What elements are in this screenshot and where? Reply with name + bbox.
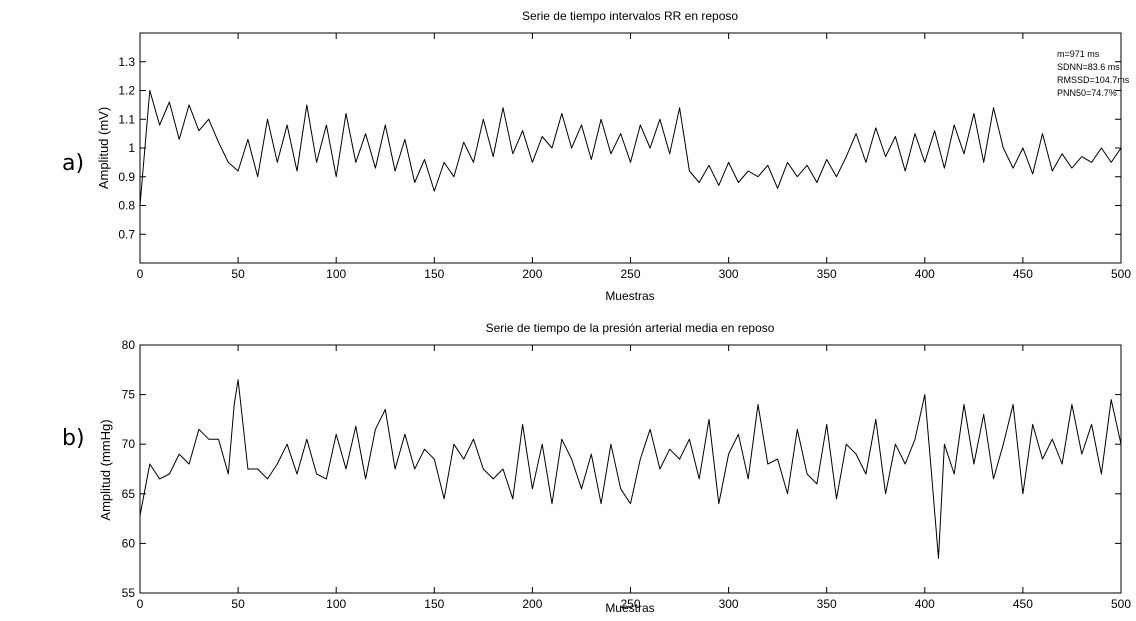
panel-a-letter: a): [62, 151, 84, 176]
panel-a-annotation: m=971 ms SDNN=83.6 ms RMSSD=104.7ms PNN5…: [1057, 49, 1130, 98]
x-tick-label: 300: [719, 267, 739, 281]
y-tick-label: 0.8: [118, 199, 135, 213]
y-tick-label: 0.9: [118, 170, 135, 184]
x-tick-label: 500: [1111, 597, 1131, 611]
y-tick-label: 80: [122, 338, 136, 352]
panel-b-series: [139, 379, 1122, 559]
x-tick-label: 350: [817, 267, 837, 281]
y-tick-label: 70: [122, 437, 136, 451]
x-tick-label: 50: [231, 597, 245, 611]
y-tick-label: 55: [122, 586, 136, 600]
x-tick-label: 200: [522, 597, 542, 611]
panel-a-series: [139, 90, 1122, 206]
y-tick-label: 0.7: [118, 227, 135, 241]
x-tick-label: 100: [326, 267, 346, 281]
y-tick-label: 65: [122, 487, 136, 501]
panel-b-letter: b): [62, 426, 85, 451]
y-tick-label: 75: [122, 388, 136, 402]
x-tick-label: 400: [915, 267, 935, 281]
panel-b-axes-box: [139, 344, 1122, 594]
panel-b-ticks: 0 50 100 150 200 250 300 350 400 450 500 55 60 65 70 75…: [122, 338, 1132, 611]
series-line-b-0: [139, 379, 1122, 559]
x-tick-label: 50: [231, 267, 245, 281]
panel-b-xlabel: Muestras: [605, 601, 654, 615]
x-tick-label: 350: [817, 597, 837, 611]
x-tick-label: 0: [137, 267, 144, 281]
panel-b-ylabel: Amplitud (mmHg): [98, 419, 113, 520]
y-tick-label: 1.2: [118, 84, 135, 98]
panel-a-title: Serie de tiempo intervalos RR en reposo: [522, 9, 738, 23]
y-tick-label: 1.3: [118, 55, 135, 69]
y-tick-label: 60: [122, 536, 136, 550]
x-tick-label: 250: [620, 597, 640, 611]
panel-a-ticks: 0 50 100 150 200 250 300 350 400 450 500 0.7 0.8 0.9 1…: [118, 33, 1131, 281]
series-line-a-0: [139, 90, 1122, 206]
y-tick-label: 1: [128, 141, 135, 155]
x-tick-label: 200: [522, 267, 542, 281]
panel-a-axes-box: [139, 32, 1122, 264]
x-tick-label: 500: [1111, 267, 1131, 281]
x-tick-label: 450: [1013, 267, 1033, 281]
annotation-pnn50: PNN50=74.7%: [1057, 88, 1117, 98]
x-tick-label: 150: [424, 267, 444, 281]
panel-b: b) Serie de tiempo de la presión arteria…: [62, 321, 1131, 615]
y-tick-label: 1.1: [118, 112, 135, 126]
x-tick-label: 300: [719, 597, 739, 611]
annotation-mean: m=971 ms: [1057, 49, 1100, 59]
x-tick-label: 450: [1013, 597, 1033, 611]
panel-a-xlabel: Muestras: [605, 289, 654, 303]
panel-a-ylabel: Amplitud (mV): [96, 107, 111, 189]
panel-a: a) Serie de tiempo intervalos RR en repo…: [62, 9, 1131, 303]
panel-b-title: Serie de tiempo de la presión arterial m…: [486, 321, 775, 335]
annotation-rmssd: RMSSD=104.7ms: [1057, 75, 1130, 85]
x-tick-label: 150: [424, 597, 444, 611]
annotation-sdnn: SDNN=83.6 ms: [1057, 62, 1120, 72]
x-tick-label: 400: [915, 597, 935, 611]
x-tick-label: 0: [137, 597, 144, 611]
x-tick-label: 100: [326, 597, 346, 611]
x-tick-label: 250: [620, 267, 640, 281]
